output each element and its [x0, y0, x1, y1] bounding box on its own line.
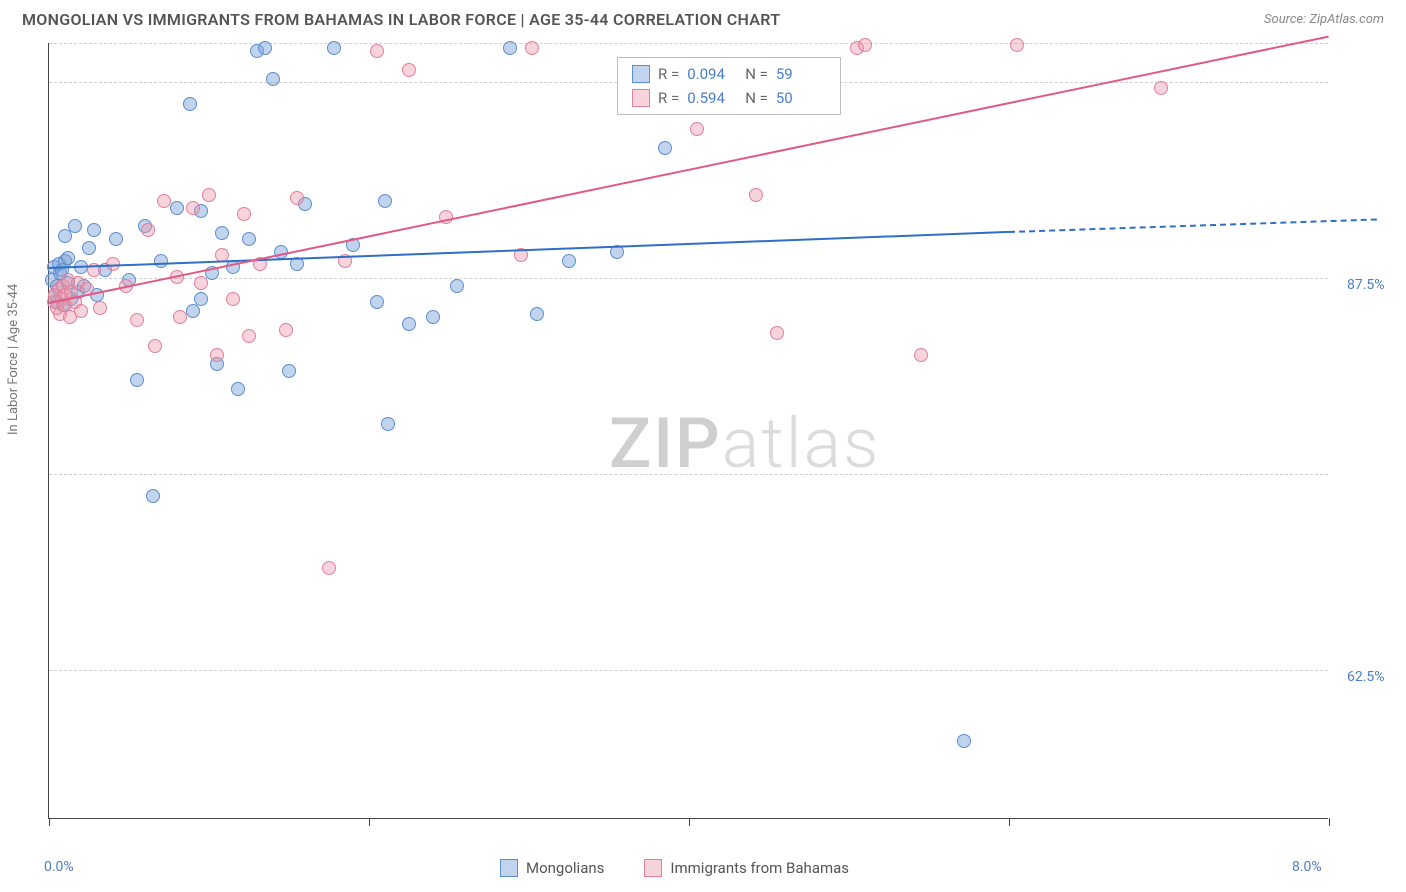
data-point — [266, 72, 280, 86]
y-axis-label: In Labor Force | Age 35-44 — [6, 284, 21, 435]
gridline — [49, 43, 1328, 44]
data-point — [154, 254, 168, 268]
data-point — [148, 339, 162, 353]
legend-swatch — [644, 859, 662, 877]
chart-source: Source: ZipAtlas.com — [1264, 12, 1384, 27]
data-point — [450, 279, 464, 293]
data-point — [215, 226, 229, 240]
data-point — [658, 141, 672, 155]
data-point — [157, 194, 171, 208]
series-name: Immigrants from Bahamas — [670, 859, 849, 877]
data-point — [402, 317, 416, 331]
data-point — [322, 561, 336, 575]
series-legend-item: Mongolians — [500, 859, 604, 877]
x-tick — [1329, 818, 1330, 826]
data-point — [858, 38, 872, 52]
data-point — [141, 223, 155, 237]
x-tick-label: 8.0% — [1292, 859, 1322, 875]
data-point — [957, 734, 971, 748]
data-point — [130, 313, 144, 327]
data-point — [186, 201, 200, 215]
data-point — [402, 63, 416, 77]
legend-swatch — [632, 65, 650, 83]
data-point — [82, 241, 96, 255]
x-tick — [369, 818, 370, 826]
trend-line — [49, 231, 1009, 269]
data-point — [690, 122, 704, 136]
correlation-legend-row: R = 0.094 N = 59 — [618, 62, 840, 86]
correlation-legend: R = 0.094 N = 59 R = 0.594 N = 50 — [617, 57, 841, 115]
legend-r-label: R = — [658, 89, 679, 107]
x-tick — [1009, 818, 1010, 826]
data-point — [68, 219, 82, 233]
legend-swatch — [500, 859, 518, 877]
data-point — [146, 489, 160, 503]
data-point — [194, 276, 208, 290]
data-point — [381, 417, 395, 431]
x-tick — [689, 818, 690, 826]
data-point — [183, 97, 197, 111]
legend-n-label: N = — [745, 89, 768, 107]
legend-r-value: 0.094 — [687, 65, 737, 83]
series-legend: Mongolians Immigrants from Bahamas — [500, 859, 849, 877]
trend-line — [1009, 219, 1377, 234]
data-point — [370, 44, 384, 58]
data-point — [173, 310, 187, 324]
y-tick-label: 62.5% — [1347, 669, 1385, 685]
series-legend-item: Immigrants from Bahamas — [644, 859, 849, 877]
data-point — [426, 310, 440, 324]
data-point — [770, 326, 784, 340]
data-point — [210, 348, 224, 362]
data-point — [242, 232, 256, 246]
data-point — [93, 301, 107, 315]
data-point — [279, 323, 293, 337]
y-tick-label: 87.5% — [1347, 277, 1385, 293]
x-tick — [49, 818, 50, 826]
data-point — [282, 364, 296, 378]
gridline — [49, 278, 1328, 279]
series-name: Mongolians — [526, 859, 604, 877]
data-point — [378, 194, 392, 208]
data-point — [130, 373, 144, 387]
data-point — [562, 254, 576, 268]
legend-n-label: N = — [745, 65, 768, 83]
legend-n-value: 50 — [776, 89, 826, 107]
correlation-legend-row: R = 0.594 N = 50 — [618, 86, 840, 110]
data-point — [1154, 81, 1168, 95]
watermark: ZIPatlas — [609, 403, 881, 485]
x-tick-label: 0.0% — [44, 859, 74, 875]
data-point — [1010, 38, 1024, 52]
legend-r-value: 0.594 — [687, 89, 737, 107]
data-point — [87, 223, 101, 237]
data-point — [186, 304, 200, 318]
data-point — [530, 307, 544, 321]
data-point — [109, 232, 123, 246]
data-point — [914, 348, 928, 362]
data-point — [370, 295, 384, 309]
legend-swatch — [632, 89, 650, 107]
gridline — [49, 670, 1328, 671]
data-point — [525, 41, 539, 55]
legend-n-value: 59 — [776, 65, 826, 83]
legend-r-label: R = — [658, 65, 679, 83]
data-point — [170, 201, 184, 215]
data-point — [237, 207, 251, 221]
data-point — [226, 292, 240, 306]
data-point — [231, 382, 245, 396]
chart-title: MONGOLIAN VS IMMIGRANTS FROM BAHAMAS IN … — [22, 10, 780, 29]
plot-region: 62.5%87.5%ZIPatlasR =0.094N =59R =0.594N… — [48, 43, 1328, 819]
data-point — [202, 188, 216, 202]
data-point — [242, 329, 256, 343]
chart-area: In Labor Force | Age 35-44 62.5% 87.5% ZIP… — [0, 35, 1406, 855]
data-point — [258, 41, 272, 55]
data-point — [503, 41, 517, 55]
chart-header: MONGOLIAN VS IMMIGRANTS FROM BAHAMAS IN … — [0, 0, 1406, 35]
data-point — [61, 251, 75, 265]
data-point — [327, 41, 341, 55]
data-point — [74, 304, 88, 318]
data-point — [749, 188, 763, 202]
data-point — [290, 191, 304, 205]
gridline — [49, 474, 1328, 475]
data-point — [194, 292, 208, 306]
